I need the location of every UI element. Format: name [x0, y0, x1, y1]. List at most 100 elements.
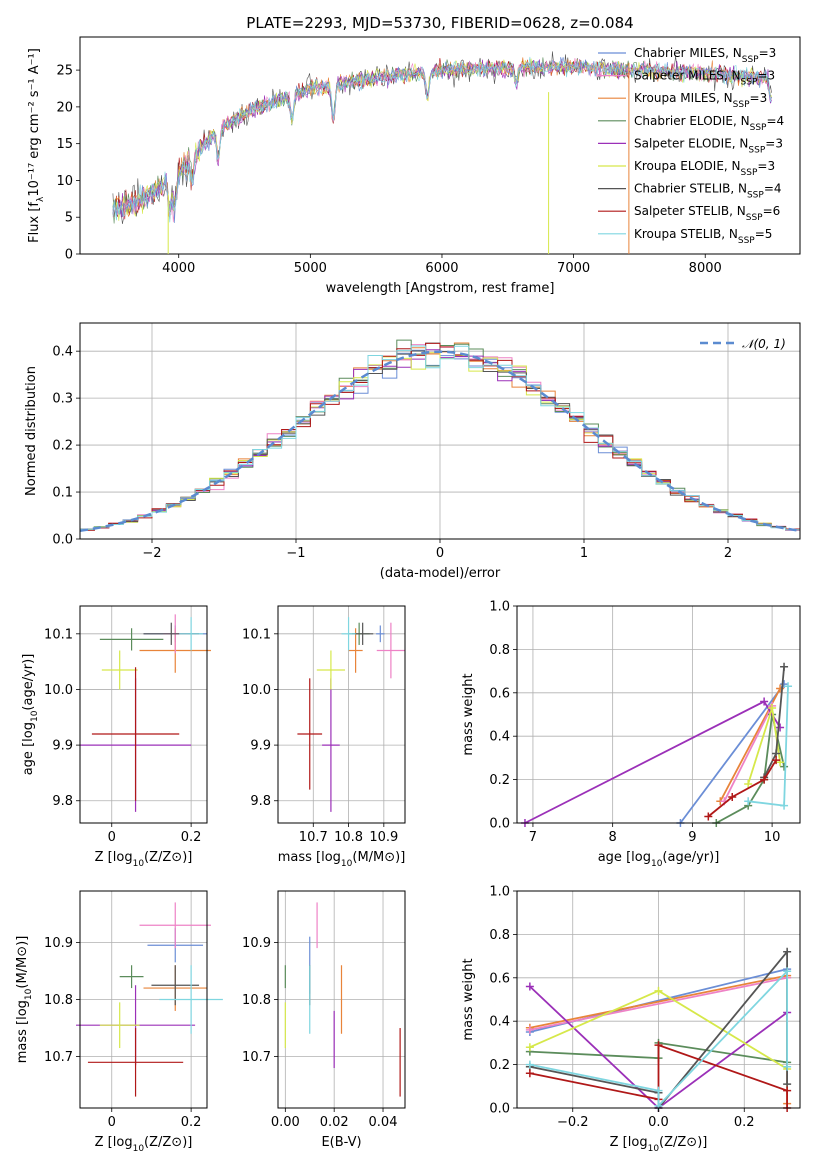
- x-axis-label: Z [log10(Z/Z⊙)]: [95, 850, 193, 869]
- x-axis-label: mass [log10(M/M⊙)]: [278, 850, 406, 869]
- x-tick-label: 7000: [557, 261, 590, 276]
- x-tick-label: 0.2: [181, 1115, 202, 1130]
- axes-mass-vs-Z: 0 0.2 10.7 10.8 10.9 Z [log10(Z/Z⊙)] mass [log…: [15, 890, 223, 1154]
- x-tick-label: 10: [764, 830, 781, 845]
- weight-marker: [783, 947, 792, 956]
- axes-frame: [79, 36, 801, 255]
- axes-age-vs-Z: 0 0.2 9.8 9.9 10.0 10.1 Z [log10(Z/Z⊙)] age [lo…: [21, 605, 211, 869]
- y-tick-label: 20: [56, 100, 73, 115]
- x-axis-label: (data-model)/error: [380, 566, 501, 581]
- y-tick-label: 10.7: [242, 1050, 271, 1065]
- x-axis-label: Z [log10(Z/Z⊙)]: [95, 1135, 193, 1154]
- axes-weight-vs-Z: −0.2 0.0 0.2 0.0 0.2 0.4 0.6 0.8 1.0 Z [log10(Z/Z…: [461, 885, 801, 1154]
- axes-residuals: −2 −1 0 1 2 0.0 0.1 0.2 0.3 0.4 (data-model)/error…: [24, 322, 801, 581]
- y-tick-label: 10.8: [242, 993, 271, 1008]
- axes-mass-vs-ebv: 0.00 0.02 0.04 10.7 10.8 10.9 E(B-V): [242, 890, 406, 1150]
- weight-marker: [525, 982, 534, 991]
- x-axis-label: age [log10(age/yr)]: [598, 850, 720, 869]
- x-tick-label: 0: [436, 546, 444, 561]
- legend-entry: Kroupa ELODIE, NSSP=3: [634, 159, 775, 178]
- weight-marker: [780, 801, 789, 810]
- weight-series: [707, 759, 777, 818]
- x-tick-label: 8: [609, 830, 617, 845]
- x-tick-label: 9: [688, 830, 696, 845]
- x-tick-label: −0.2: [557, 1115, 589, 1130]
- y-axis-label: mass weight: [461, 958, 476, 1040]
- x-tick-label: 0.00: [271, 1115, 300, 1130]
- y-tick-label: 1.0: [489, 600, 510, 615]
- y-tick-label: 10.0: [44, 683, 73, 698]
- x-tick-label: 10.8: [334, 830, 363, 845]
- x-tick-label: 1: [580, 546, 588, 561]
- axes-spectrum: 4000 5000 6000 7000 8000 0 5 10 15 20 25 wavelength…: [27, 36, 801, 296]
- weight-marker: [704, 812, 713, 821]
- weight-marker: [728, 792, 737, 801]
- weight-marker: [780, 662, 789, 671]
- x-tick-label: 4000: [162, 261, 195, 276]
- x-tick-label: 6000: [425, 261, 458, 276]
- y-tick-label: 0.0: [489, 817, 510, 832]
- y-tick-label: 0.2: [489, 1058, 510, 1073]
- axes-frame: [277, 605, 406, 824]
- y-tick-label: 0.3: [52, 392, 73, 407]
- axes-age-vs-mass: 10.7 10.8 10.9 9.8 9.9 10.0 10.1 mass [log10(M/…: [242, 605, 406, 869]
- axes-frame: [79, 605, 208, 824]
- weight-marker: [784, 682, 793, 691]
- weight-marker: [525, 1069, 534, 1078]
- weight-marker: [654, 1041, 663, 1050]
- weight-marker: [783, 1062, 792, 1071]
- spectrum-series: [112, 57, 772, 224]
- legend-entry: Salpeter ELODIE, NSSP=3: [634, 136, 783, 155]
- histogram-series: [80, 342, 800, 531]
- legend: Chabrier MILES, NSSP=3 Salpeter MILES, NS…: [598, 46, 784, 246]
- y-tick-label: 10.1: [44, 627, 73, 642]
- y-tick-label: 0.4: [489, 1015, 510, 1030]
- x-tick-label: 2: [724, 546, 732, 561]
- x-tick-label: −2: [142, 546, 161, 561]
- y-tick-label: 9.9: [250, 739, 271, 754]
- legend-entry: Chabrier MILES, NSSP=3: [634, 46, 776, 65]
- y-tick-label: 10.1: [242, 627, 271, 642]
- normal-curve: [79, 350, 801, 533]
- histogram-series: [80, 345, 800, 531]
- weight-series: [529, 976, 788, 1031]
- x-tick-label: 0.02: [320, 1115, 349, 1130]
- y-tick-label: 9.9: [52, 739, 73, 754]
- x-tick-label: 0.2: [734, 1115, 755, 1130]
- y-tick-label: 10.9: [44, 936, 73, 951]
- y-tick-label: 9.8: [52, 794, 73, 809]
- axes-frame: [516, 605, 801, 824]
- legend-entry: Kroupa STELIB, NSSP=5: [634, 227, 772, 246]
- weight-marker: [525, 1060, 534, 1069]
- x-axis-label: E(B-V): [321, 1135, 361, 1150]
- weight-marker: [654, 1086, 663, 1095]
- weight-marker: [772, 756, 781, 765]
- x-tick-label: 0.04: [369, 1115, 398, 1130]
- spectrum-series: [112, 56, 772, 223]
- y-tick-label: 10.7: [44, 1050, 73, 1065]
- x-tick-label: 5000: [294, 261, 327, 276]
- y-tick-label: 0.1: [52, 486, 73, 501]
- y-tick-label: 1.0: [489, 885, 510, 900]
- x-tick-label: 0: [108, 1115, 116, 1130]
- x-tick-label: 7: [529, 830, 537, 845]
- axes-weight-vs-age: 7 8 9 10 0.0 0.2 0.4 0.6 0.8 1.0 age [log10(age/yr…: [461, 600, 801, 869]
- y-tick-label: 9.8: [250, 794, 271, 809]
- y-tick-label: 0.4: [52, 345, 73, 360]
- y-tick-label: 0.0: [489, 1102, 510, 1117]
- legend-entry: Salpeter MILES, NSSP=3: [634, 69, 775, 88]
- legend-entry: Salpeter STELIB, NSSP=6: [634, 204, 780, 223]
- y-tick-label: 0.2: [52, 439, 73, 454]
- y-tick-label: 0.8: [489, 928, 510, 943]
- y-axis-label: Flux [fλ10⁻¹⁷ erg cm⁻² s⁻¹ A⁻¹]: [27, 48, 46, 243]
- weight-marker: [780, 762, 789, 771]
- weight-series: [723, 705, 773, 802]
- weight-marker: [768, 703, 777, 712]
- y-axis-label: Normed distribution: [24, 366, 39, 496]
- y-tick-label: 10.0: [242, 683, 271, 698]
- x-tick-label: 0.0: [648, 1115, 669, 1130]
- weight-marker: [783, 1086, 792, 1095]
- weight-marker: [776, 723, 785, 732]
- weight-marker: [783, 967, 792, 976]
